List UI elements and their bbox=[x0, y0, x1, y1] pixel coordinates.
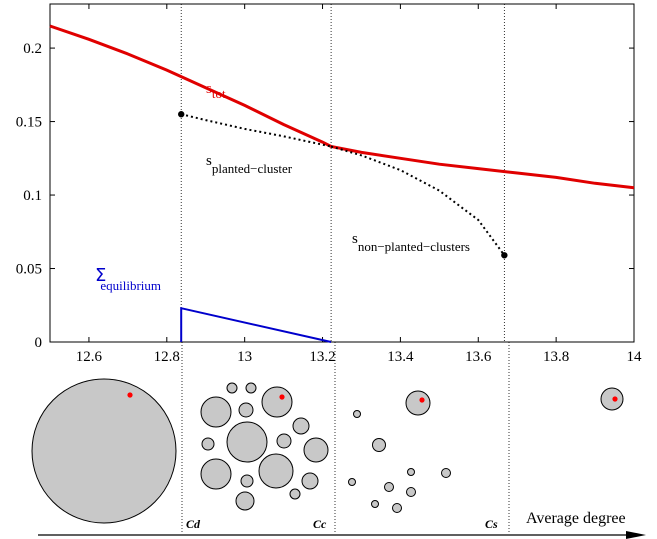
cluster-circle bbox=[372, 438, 386, 452]
x-axis-ticks: 12.6 12.8 13 13.2 13.4 13.6 13.8 14 bbox=[76, 4, 642, 365]
y-tick-label: 0.15 bbox=[16, 115, 42, 131]
y-tick-label: 0.05 bbox=[16, 262, 42, 278]
y-axis-ticks: 0 0.05 0.1 0.15 0.2 bbox=[16, 41, 634, 351]
planted-point bbox=[419, 397, 425, 403]
phase-label-cd: Cd bbox=[186, 517, 201, 531]
planted-point bbox=[279, 394, 285, 400]
cluster-circle bbox=[276, 433, 292, 449]
s-planted-cluster-label: splanted−cluster bbox=[206, 153, 293, 176]
x-tick-label: 13.6 bbox=[465, 349, 492, 365]
cluster-circle bbox=[301, 472, 319, 490]
marker-points bbox=[178, 111, 508, 259]
cluster-circle bbox=[226, 421, 268, 463]
y-tick-label: 0 bbox=[35, 335, 43, 351]
cluster-circle bbox=[240, 474, 254, 488]
cluster-circle bbox=[392, 503, 402, 513]
cluster-circle bbox=[407, 468, 415, 476]
cluster-circle bbox=[406, 487, 416, 497]
planted-point bbox=[127, 392, 133, 398]
clusters-region-cd bbox=[200, 382, 329, 511]
cluster-circle bbox=[384, 482, 394, 492]
x-tick-label: 12.8 bbox=[154, 349, 180, 365]
series-line-sigma-equilibrium bbox=[180, 306, 332, 343]
arrow-label: Average degree bbox=[526, 510, 626, 527]
cluster-circle bbox=[292, 417, 310, 435]
cluster-circle bbox=[348, 478, 356, 486]
y-tick-label: 0.1 bbox=[23, 188, 42, 204]
y-tick-label: 0.2 bbox=[23, 41, 42, 57]
endpoint-marker bbox=[501, 252, 508, 259]
phase-label-cs: Cs bbox=[485, 517, 498, 531]
series-line-s-tot bbox=[49, 24, 635, 190]
cluster-circle bbox=[200, 396, 232, 428]
planted-point bbox=[612, 396, 618, 402]
cluster-circle bbox=[261, 386, 293, 418]
series-line-s-planted-cluster bbox=[180, 113, 332, 148]
cluster-circle bbox=[371, 500, 379, 508]
x-tick-label: 13.8 bbox=[543, 349, 569, 365]
cluster-circle bbox=[245, 382, 257, 394]
plot-frame bbox=[49, 3, 635, 343]
x-tick-label: 13.2 bbox=[309, 349, 335, 365]
sigma-equilibrium-label: Σequilibrium bbox=[95, 265, 161, 293]
phase-label-cc: Cc bbox=[313, 517, 327, 531]
cluster-circle bbox=[600, 387, 624, 411]
s-tot-label: stot bbox=[206, 81, 226, 101]
series-group bbox=[49, 24, 635, 343]
degree-arrow-head bbox=[626, 531, 646, 539]
x-tick-label: 12.6 bbox=[76, 349, 103, 365]
cluster-circle bbox=[201, 437, 215, 451]
cluster-panel: Cd Cc Cs Average degree bbox=[31, 342, 646, 539]
cluster-circle bbox=[31, 378, 177, 524]
x-tick-label: 13.4 bbox=[387, 349, 414, 365]
cluster-circle bbox=[353, 410, 361, 418]
cluster-circle bbox=[258, 453, 294, 489]
clusters-region-cc bbox=[348, 390, 451, 513]
x-tick-label: 14 bbox=[627, 349, 643, 365]
cluster-circle bbox=[303, 437, 329, 463]
cluster-circle bbox=[405, 390, 431, 416]
cluster-circle bbox=[235, 491, 255, 511]
cluster-circle bbox=[238, 402, 254, 418]
endpoint-marker bbox=[178, 111, 185, 118]
cluster-circle bbox=[200, 458, 232, 490]
cluster-circle bbox=[441, 468, 451, 478]
cluster-circle bbox=[289, 488, 301, 500]
series-line-s-non-planted-clusters bbox=[330, 145, 506, 256]
s-non-planted-clusters-label: snon−planted−clusters bbox=[352, 231, 470, 254]
cluster-circle bbox=[226, 382, 238, 394]
x-tick-label: 13 bbox=[237, 349, 252, 365]
